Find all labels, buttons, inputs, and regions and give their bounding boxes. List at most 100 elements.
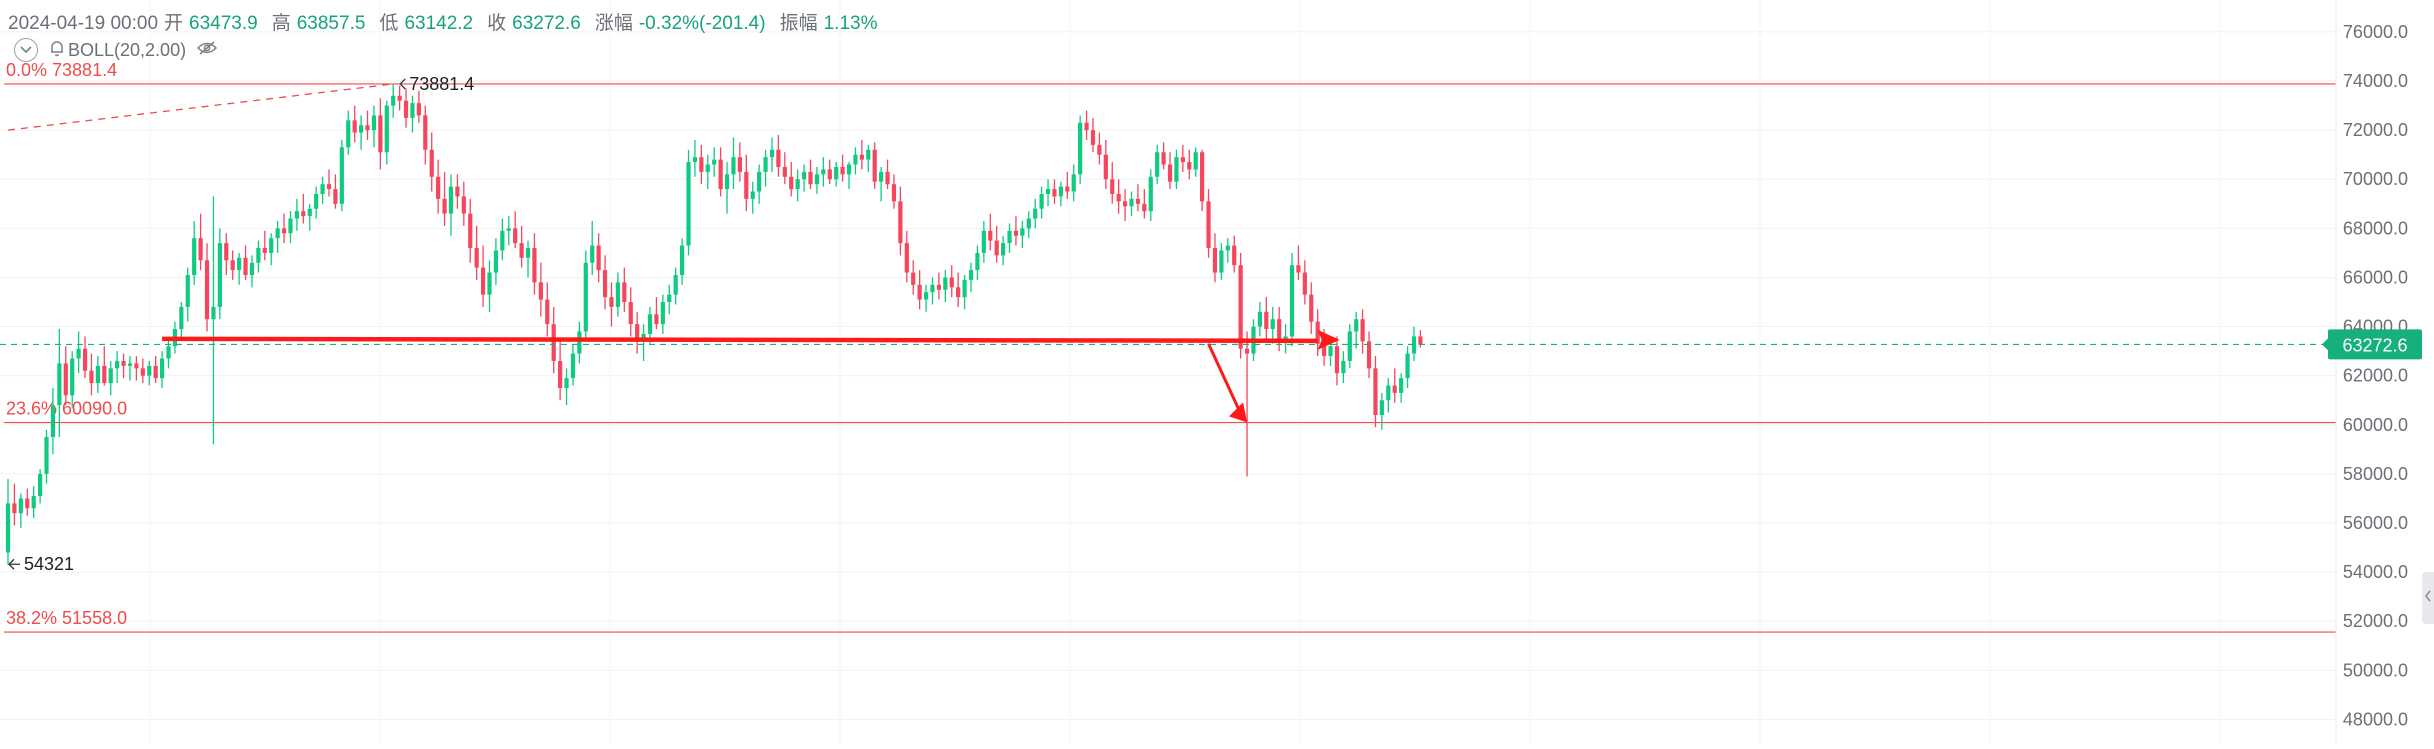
candle[interactable] [737,142,742,182]
candle[interactable] [1013,216,1019,246]
candle[interactable] [1206,189,1211,258]
candle[interactable] [789,162,794,197]
candle[interactable] [1045,179,1051,207]
candle[interactable] [1020,220,1025,248]
candle[interactable] [936,272,941,300]
candle[interactable] [115,351,120,384]
candle[interactable] [827,159,832,185]
candle[interactable] [1187,149,1192,180]
candle[interactable] [339,139,344,212]
candle[interactable] [949,265,954,298]
candle[interactable] [378,98,383,170]
candle[interactable] [859,139,864,170]
candle[interactable] [898,186,903,256]
candle[interactable] [1264,297,1269,342]
candle[interactable] [416,90,421,123]
candle[interactable] [70,351,75,408]
candle[interactable] [294,198,299,231]
candle[interactable] [744,154,749,212]
candle[interactable] [699,144,704,185]
candle[interactable] [1103,139,1108,190]
candle[interactable] [217,228,222,320]
candle[interactable] [673,267,678,305]
candle[interactable] [1039,186,1044,219]
candle[interactable] [1084,110,1089,140]
candle[interactable] [1289,252,1295,347]
candle[interactable] [1411,326,1417,361]
fib-retracement[interactable]: 0.0% 73881.4 23.6% 60090.0 38.2% 51558.0 [4,60,2336,633]
candle[interactable] [307,203,312,231]
candle[interactable] [872,142,877,190]
candle[interactable] [403,88,409,128]
candle[interactable] [179,302,184,339]
candle[interactable] [846,162,852,190]
candle[interactable] [1200,149,1205,212]
candle[interactable] [564,368,569,406]
candle[interactable] [712,147,717,177]
candle[interactable] [795,169,800,202]
candle[interactable] [288,211,293,244]
candle[interactable] [1257,302,1262,337]
side-panel-handle[interactable] [2422,572,2434,624]
candle[interactable] [269,233,274,266]
candle[interactable] [628,287,633,337]
candle[interactable] [981,220,986,263]
indicator-label[interactable]: BOLL(20,2.00) [68,39,187,60]
candle[interactable] [1302,260,1307,305]
candle[interactable] [12,483,17,526]
candle[interactable] [1386,378,1391,413]
candle[interactable] [468,198,473,263]
candle[interactable] [635,311,640,354]
last-price-tag[interactable]: 63272.6 [2322,329,2422,360]
candle[interactable] [769,137,775,172]
candle[interactable] [525,240,531,278]
candle[interactable] [1142,189,1147,219]
candle[interactable] [281,213,287,244]
candle[interactable] [198,213,203,271]
candle[interactable] [224,233,229,276]
candle[interactable] [365,110,370,140]
candle[interactable] [891,174,897,209]
candle[interactable] [1334,336,1340,386]
candle[interactable] [301,193,306,224]
candle[interactable] [500,218,505,261]
candle[interactable] [1225,238,1230,263]
candle[interactable] [1354,311,1359,349]
candle[interactable] [513,211,518,248]
candle[interactable] [1058,181,1063,207]
candle[interactable] [5,478,11,565]
candle[interactable] [442,171,447,226]
candle[interactable] [1296,245,1301,280]
candle[interactable] [1405,346,1410,388]
candle[interactable] [801,164,807,192]
candle[interactable] [680,238,685,285]
candle[interactable] [692,139,698,177]
candle[interactable] [44,429,49,484]
candle[interactable] [423,105,428,165]
candle[interactable] [834,162,839,187]
candle[interactable] [38,468,43,504]
candle[interactable] [166,338,171,369]
candle[interactable] [782,152,787,185]
candle[interactable] [988,213,993,251]
candle[interactable] [448,174,454,236]
candle[interactable] [577,321,582,364]
candle[interactable] [590,220,595,276]
candle[interactable] [1052,179,1057,204]
candle[interactable] [724,162,730,214]
candle[interactable] [885,159,890,190]
candle[interactable] [930,277,935,305]
candle[interactable] [474,225,479,280]
candle[interactable] [1360,309,1365,354]
candle[interactable] [962,275,967,310]
candle[interactable] [211,196,216,445]
candle[interactable] [718,147,723,197]
candle[interactable] [705,154,710,190]
candle[interactable] [1129,191,1134,217]
candle[interactable] [436,159,441,214]
candle[interactable] [1392,368,1397,403]
candle[interactable] [50,387,56,455]
candle[interactable] [570,343,576,386]
candle[interactable] [731,137,736,190]
candle[interactable] [25,488,30,516]
